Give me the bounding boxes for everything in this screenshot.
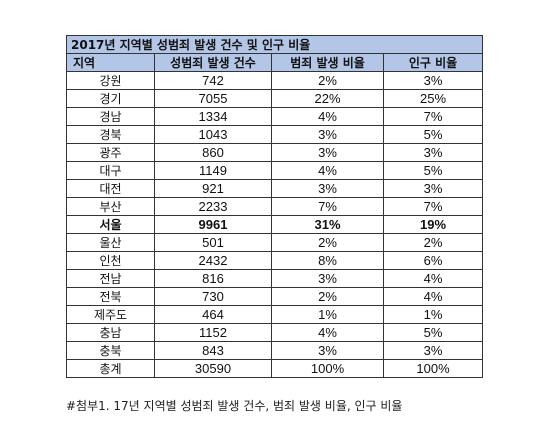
table-row: 경남 1334 4% 7% — [66, 107, 484, 126]
cell-population-rate: 6% — [382, 251, 484, 270]
table-row: 경북 1043 3% 5% — [66, 125, 484, 144]
cell-region: 울산 — [66, 233, 155, 252]
table-body: 강원 742 2% 3% 경기 7055 22% 25% 경남 1334 4% 7% 경북 1043 3% 5… — [66, 71, 484, 378]
cell-crime-rate: 3% — [271, 341, 384, 360]
cell-region: 대전 — [66, 179, 155, 198]
cell-crime-rate: 31% — [271, 215, 384, 234]
cell-population-rate: 100% — [382, 359, 484, 378]
cell-crime-rate: 8% — [271, 251, 384, 270]
cell-region: 서울 — [66, 215, 155, 234]
cell-crime-rate: 2% — [271, 287, 384, 306]
cell-crime-rate: 7% — [271, 197, 384, 216]
header-region: 지역 — [66, 53, 155, 72]
table-row: 인천 2432 8% 6% — [66, 251, 484, 270]
cell-population-rate: 4% — [382, 269, 484, 288]
cell-population-rate: 2% — [382, 233, 484, 252]
cell-region: 충남 — [66, 323, 155, 342]
cell-population-rate: 3% — [382, 143, 484, 162]
table-row: 경기 7055 22% 25% — [66, 89, 484, 108]
cell-crime-rate: 3% — [271, 125, 384, 144]
cell-population-rate: 1% — [382, 305, 484, 324]
cell-crime-rate: 1% — [271, 305, 384, 324]
cell-crime-rate: 3% — [271, 143, 384, 162]
cell-region: 경북 — [66, 125, 155, 144]
cell-crime-rate: 4% — [271, 107, 384, 126]
cell-region: 충북 — [66, 341, 155, 360]
table-row: 전북 730 2% 4% — [66, 287, 484, 306]
cell-population-rate: 3% — [382, 71, 484, 90]
cell-population-rate: 5% — [382, 161, 484, 180]
cell-population-rate: 7% — [382, 197, 484, 216]
table-title-row: 2017년 지역별 성범죄 발생 건수 및 인구 비율 — [65, 35, 484, 54]
cell-crime-rate: 4% — [271, 161, 384, 180]
cell-region: 인천 — [66, 251, 155, 270]
cell-crime-count: 1334 — [154, 107, 272, 126]
cell-region: 강원 — [66, 71, 155, 90]
header-population-rate: 인구 비율 — [382, 53, 484, 72]
cell-population-rate: 19% — [382, 215, 484, 234]
cell-crime-count: 742 — [154, 71, 272, 90]
cell-crime-count: 1152 — [154, 323, 272, 342]
cell-crime-count: 9961 — [154, 215, 272, 234]
cell-population-rate: 3% — [382, 341, 484, 360]
cell-region: 제주도 — [66, 305, 155, 324]
cell-population-rate: 4% — [382, 287, 484, 306]
cell-crime-count: 860 — [154, 143, 272, 162]
table-row: 강원 742 2% 3% — [66, 71, 484, 90]
cell-crime-count: 1149 — [154, 161, 272, 180]
header-crime-count: 성범죄 발생 건수 — [154, 53, 272, 72]
cell-region: 부산 — [66, 197, 155, 216]
cell-population-rate: 25% — [382, 89, 484, 108]
cell-crime-rate: 2% — [271, 233, 384, 252]
table-row: 총계 30590 100% 100% — [66, 359, 484, 378]
cell-crime-count: 2233 — [154, 197, 272, 216]
cell-crime-count: 30590 — [154, 359, 272, 378]
cell-crime-count: 816 — [154, 269, 272, 288]
cell-population-rate: 5% — [382, 125, 484, 144]
table-row: 대전 921 3% 3% — [66, 179, 484, 198]
cell-crime-count: 7055 — [154, 89, 272, 108]
crime-stats-table: 2017년 지역별 성범죄 발생 건수 및 인구 비율 지역 성범죄 발생 건수… — [65, 35, 484, 378]
cell-population-rate: 3% — [382, 179, 484, 198]
cell-crime-rate: 2% — [271, 71, 384, 90]
cell-region: 전남 — [66, 269, 155, 288]
table-row: 울산 501 2% 2% — [66, 233, 484, 252]
table-row: 충북 843 3% 3% — [66, 341, 484, 360]
cell-crime-count: 921 — [154, 179, 272, 198]
cell-crime-rate: 22% — [271, 89, 384, 108]
cell-region: 총계 — [66, 359, 155, 378]
table-row: 광주 860 3% 3% — [66, 143, 484, 162]
table-row: 대구 1149 4% 5% — [66, 161, 484, 180]
table-caption: #첨부1. 17년 지역별 성범죄 발생 건수, 범죄 발생 비율, 인구 비율 — [66, 399, 403, 413]
cell-crime-count: 730 — [154, 287, 272, 306]
table-row: 전남 816 3% 4% — [66, 269, 484, 288]
cell-population-rate: 5% — [382, 323, 484, 342]
cell-crime-count: 843 — [154, 341, 272, 360]
cell-population-rate: 7% — [382, 107, 484, 126]
cell-region: 경기 — [66, 89, 155, 108]
cell-crime-rate: 100% — [271, 359, 384, 378]
table-header-row: 지역 성범죄 발생 건수 범죄 발생 비율 인구 비율 — [66, 53, 484, 72]
cell-region: 광주 — [66, 143, 155, 162]
cell-crime-count: 464 — [154, 305, 272, 324]
cell-region: 전북 — [66, 287, 155, 306]
table-title: 2017년 지역별 성범죄 발생 건수 및 인구 비율 — [65, 35, 484, 54]
table-row: 충남 1152 4% 5% — [66, 323, 484, 342]
table-row: 서울 9961 31% 19% — [66, 215, 484, 234]
cell-crime-rate: 3% — [271, 179, 384, 198]
table-row: 제주도 464 1% 1% — [66, 305, 484, 324]
cell-crime-count: 501 — [154, 233, 272, 252]
cell-crime-rate: 3% — [271, 269, 384, 288]
cell-crime-count: 2432 — [154, 251, 272, 270]
cell-region: 대구 — [66, 161, 155, 180]
table-row: 부산 2233 7% 7% — [66, 197, 484, 216]
cell-crime-rate: 4% — [271, 323, 384, 342]
cell-crime-count: 1043 — [154, 125, 272, 144]
header-crime-rate: 범죄 발생 비율 — [271, 53, 384, 72]
cell-region: 경남 — [66, 107, 155, 126]
